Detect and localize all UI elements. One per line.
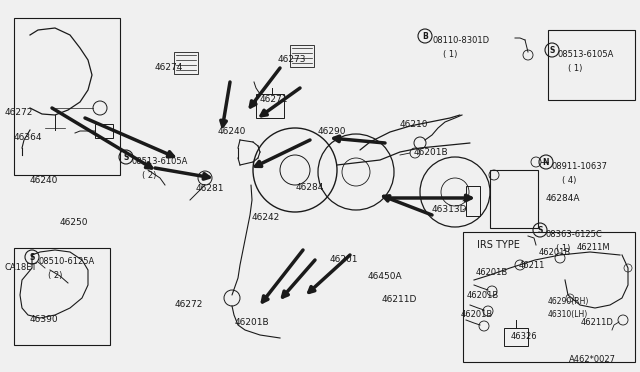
Text: 46326: 46326 xyxy=(511,332,538,341)
Text: N: N xyxy=(543,157,549,167)
Bar xyxy=(174,52,198,74)
Text: ( 1): ( 1) xyxy=(443,50,458,59)
Bar xyxy=(548,30,635,100)
Text: 08110-8301D: 08110-8301D xyxy=(433,36,490,45)
Text: IRS TYPE: IRS TYPE xyxy=(477,240,520,250)
Text: 46201B: 46201B xyxy=(235,318,269,327)
Text: ( 1): ( 1) xyxy=(556,244,570,253)
Text: 46201B: 46201B xyxy=(414,148,449,157)
Text: 46201B: 46201B xyxy=(476,268,508,277)
Text: 46210: 46210 xyxy=(400,120,429,129)
Bar xyxy=(95,124,113,138)
Bar xyxy=(14,18,120,175)
Text: CA18ET: CA18ET xyxy=(4,263,36,272)
Text: 46211: 46211 xyxy=(519,261,545,270)
Text: 46313D: 46313D xyxy=(432,205,467,214)
Bar xyxy=(290,45,314,67)
Text: 46273: 46273 xyxy=(278,55,307,64)
Text: ( 2): ( 2) xyxy=(142,171,156,180)
Text: 46274: 46274 xyxy=(155,63,184,72)
Text: ( 4): ( 4) xyxy=(562,176,577,185)
Bar xyxy=(14,248,110,345)
Text: S: S xyxy=(549,45,555,55)
Text: B: B xyxy=(422,32,428,41)
Text: 46272: 46272 xyxy=(5,108,33,117)
Text: 08510-6125A: 08510-6125A xyxy=(38,257,94,266)
Text: S: S xyxy=(538,225,543,234)
Text: 46201B: 46201B xyxy=(467,291,499,300)
Text: 08513-6105A: 08513-6105A xyxy=(558,50,614,59)
Text: 46271: 46271 xyxy=(260,95,289,104)
Bar xyxy=(504,328,528,346)
Bar xyxy=(463,232,635,362)
Text: 46284: 46284 xyxy=(296,183,324,192)
Bar xyxy=(466,186,480,216)
Text: S: S xyxy=(124,153,129,161)
Text: 46201: 46201 xyxy=(330,255,358,264)
Text: 46201B: 46201B xyxy=(539,248,572,257)
Text: A462*0027: A462*0027 xyxy=(569,355,616,364)
Text: 46450A: 46450A xyxy=(368,272,403,281)
Text: 46281: 46281 xyxy=(196,184,225,193)
Bar xyxy=(256,94,284,118)
Text: 46240: 46240 xyxy=(218,127,246,136)
Text: 46242: 46242 xyxy=(252,213,280,222)
Text: 46284A: 46284A xyxy=(546,194,580,203)
Text: 08363-6125C: 08363-6125C xyxy=(546,230,603,239)
Bar xyxy=(490,170,538,228)
Text: 46310(LH): 46310(LH) xyxy=(548,310,588,319)
Text: 46250: 46250 xyxy=(60,218,88,227)
Text: ( 1): ( 1) xyxy=(568,64,582,73)
Text: 46290: 46290 xyxy=(318,127,346,136)
Text: 46211D: 46211D xyxy=(581,318,614,327)
Text: 46390: 46390 xyxy=(30,315,59,324)
Text: 46290(RH): 46290(RH) xyxy=(548,297,589,306)
Text: 08911-10637: 08911-10637 xyxy=(552,162,608,171)
Text: ( 2): ( 2) xyxy=(48,271,62,280)
Text: 08513-6105A: 08513-6105A xyxy=(132,157,188,166)
Text: 46211D: 46211D xyxy=(382,295,417,304)
Text: 46272: 46272 xyxy=(175,300,204,309)
Text: S: S xyxy=(29,253,35,262)
Text: 46201B: 46201B xyxy=(461,310,493,319)
Text: 46211M: 46211M xyxy=(577,243,611,252)
Text: 46240: 46240 xyxy=(30,176,58,185)
Text: 46364: 46364 xyxy=(14,133,42,142)
